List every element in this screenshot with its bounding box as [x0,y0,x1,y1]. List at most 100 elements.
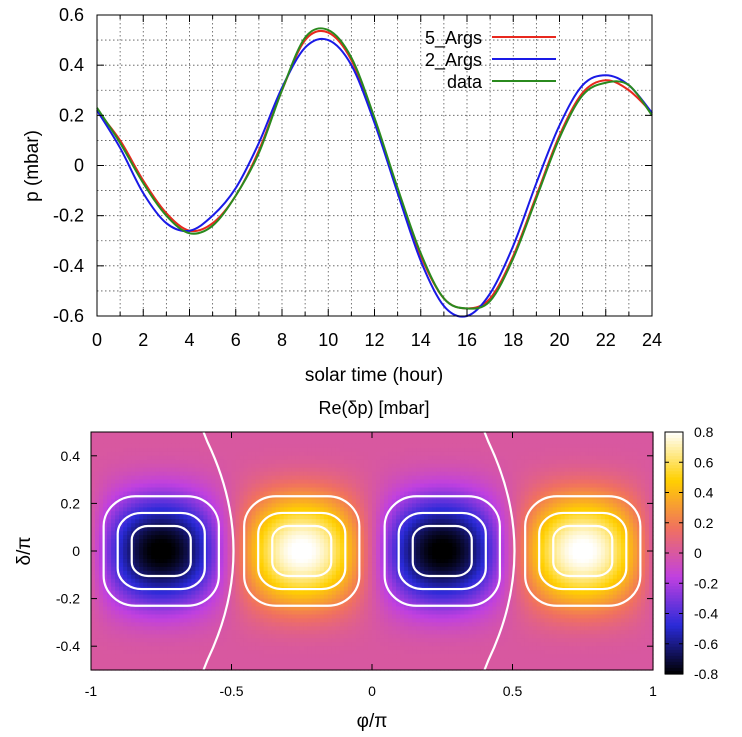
heatmap-cell [275,439,281,445]
heatmap-cell [171,535,176,540]
heatmap-cell [251,499,257,504]
heatmap-cell [135,432,140,437]
heatmap-cell [263,527,269,532]
heatmap-cell [335,443,341,449]
heatmap-cell [239,562,245,568]
heatmap-cell [323,432,329,437]
heatmap-cell [380,523,385,528]
heatmap-cell [428,539,433,544]
heatmap-cell [263,503,269,508]
heatmap-cell [203,483,209,489]
heatmap-cell [428,543,433,548]
heatmap-cell [396,443,401,449]
heatmap-cell [303,503,309,508]
heatmap-cell [103,527,108,532]
heatmap-cell [163,558,168,564]
heatmap-cell [123,523,128,528]
heatmap-cell [420,475,425,481]
heatmap-cell [147,558,152,564]
heatmap-cell [644,491,650,497]
heatmap-cell [464,467,469,473]
heatmap-cell [372,531,377,536]
heatmap-cell [592,475,598,481]
heatmap-cell [632,459,638,465]
heatmap-cell [516,495,522,501]
heatmap-cell [612,432,618,437]
heatmap-cell [355,531,361,536]
heatmap-cell [516,558,522,564]
heatmap-cell [91,515,96,520]
heatmap-cell [488,435,494,441]
heatmap-cell [480,459,485,465]
heatmap-cell [239,547,245,552]
heatmap-cell [616,463,622,469]
heatmap-cell [612,515,618,520]
heatmap-cell [235,554,241,560]
heatmap-cell [576,483,582,489]
heatmap-cell [359,531,365,536]
heatmap-cell [299,515,305,520]
heatmap-cell [492,511,498,516]
heatmap-cell [127,519,132,524]
heatmap-cell [127,562,132,568]
heatmap-cell [612,519,618,524]
heatmap-cell [359,479,365,485]
heatmap-cell [191,523,196,528]
heatmap-cell [528,432,534,437]
heatmap-cell [504,499,510,504]
heatmap-cell [592,499,598,504]
heatmap-cell [380,511,385,516]
heatmap-cell [468,471,473,477]
heatmap-cell [127,439,132,445]
heatmap-cell [215,471,221,477]
heatmap-cell [343,495,349,501]
heatmap-cell [520,527,526,532]
heatmap-cell [115,459,120,465]
heatmap-cell [524,543,530,548]
y-tick-label: 0.6 [59,5,84,25]
heatmap-cell [183,554,188,560]
heatmap-cell [307,495,313,501]
heatmap-cell [351,558,357,564]
heatmap-cell [536,479,542,485]
heatmap-cell [131,475,136,481]
heatmap-cell [476,471,481,477]
heatmap-cell [99,463,104,469]
heatmap-cell [267,503,273,508]
heatmap-cell [291,566,297,572]
heatmap-cell [287,451,293,457]
heatmap-cell [480,499,485,504]
heatmap-cell [179,558,184,564]
heatmap-cell [239,491,245,497]
heatmap-cell [428,432,433,437]
heatmap-cell [560,527,566,532]
heatmap-cell [147,475,152,481]
heatmap-cell [460,432,465,437]
heatmap-cell [464,503,469,508]
heatmap-cell [235,547,241,552]
heatmap-cell [460,507,465,512]
heatmap-cell [295,451,301,457]
heatmap-cell [195,439,200,445]
heatmap-cell [568,551,574,556]
heatmap-cell [380,439,385,445]
heatmap-cell [275,447,281,453]
heatmap-cell [520,459,526,465]
heatmap-cell [167,479,172,485]
heatmap-cell [99,439,104,445]
heatmap-cell [263,511,269,516]
heatmap-cell [335,551,341,556]
heatmap-cell [584,455,590,461]
heatmap-cell [99,483,104,489]
heatmap-cell [392,566,397,572]
heatmap-cell [263,451,269,457]
heatmap-cell [476,554,481,560]
heatmap-cell [392,562,397,568]
heatmap-cell [207,539,213,544]
heatmap-cell [299,432,305,437]
heatmap-cell [416,439,421,445]
heatmap-cell [127,467,132,473]
heatmap-cell [347,483,353,489]
heatmap-cell [255,459,261,465]
heatmap-cell [267,499,273,504]
